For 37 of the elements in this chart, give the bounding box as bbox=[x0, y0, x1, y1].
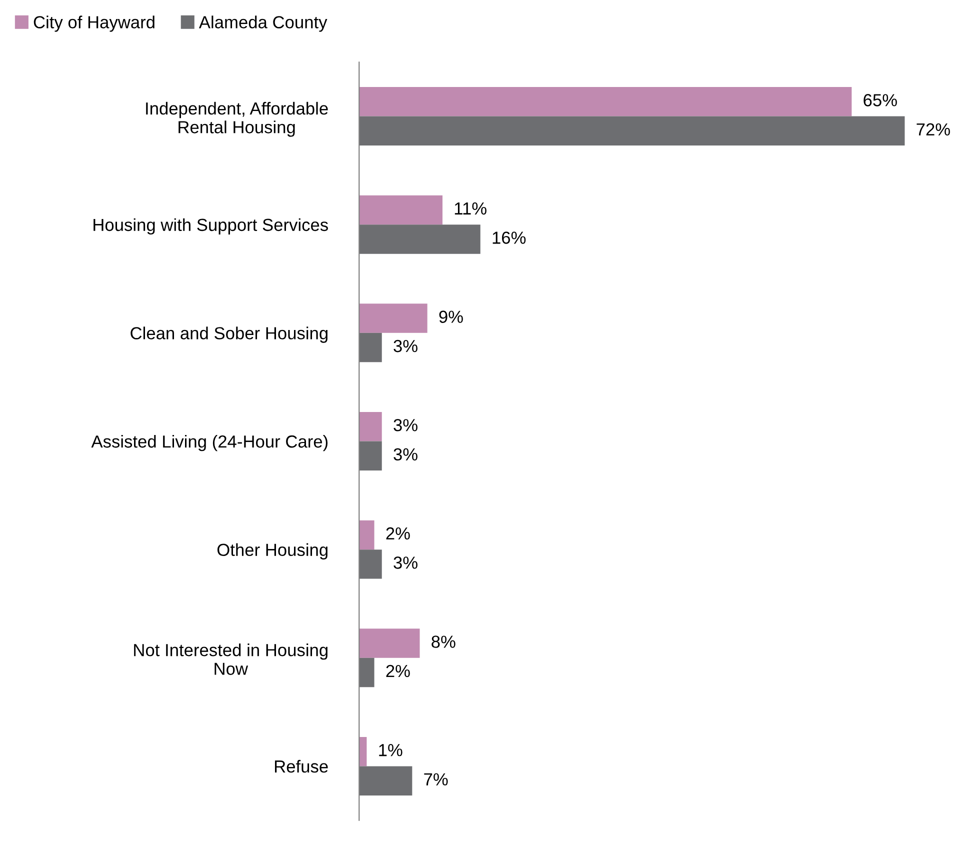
data-label: 65% bbox=[864, 94, 897, 106]
bar bbox=[359, 520, 374, 550]
y-tick-label: Assisted Living (24-Hour Care) bbox=[91, 434, 328, 452]
bar bbox=[359, 304, 428, 333]
bar bbox=[359, 195, 442, 225]
bar bbox=[359, 766, 412, 796]
data-label: 3% bbox=[394, 556, 418, 569]
legend-label: City of Hayward bbox=[34, 16, 154, 32]
y-tick-label: Clean and Sober Housing bbox=[130, 326, 328, 343]
data-label: 2% bbox=[386, 664, 410, 678]
data-label: 3% bbox=[394, 448, 418, 461]
data-label: 7% bbox=[424, 773, 448, 786]
data-label: 3% bbox=[394, 340, 418, 352]
y-tick-label: Housing with Support Services bbox=[94, 218, 328, 234]
bar bbox=[359, 550, 382, 579]
data-label: 9% bbox=[439, 310, 463, 323]
y-tick-label: Independent, Affordable Rental Housing bbox=[146, 102, 328, 137]
bar bbox=[359, 441, 382, 470]
bar bbox=[359, 87, 852, 116]
data-label: 8% bbox=[432, 636, 456, 648]
data-label: 72% bbox=[916, 123, 950, 136]
bar bbox=[359, 412, 382, 442]
legend-label: Alameda County bbox=[198, 16, 328, 32]
bar bbox=[359, 116, 905, 146]
data-label: 11% bbox=[454, 202, 486, 215]
bar bbox=[359, 628, 420, 658]
y-tick-label: Other Housing bbox=[217, 543, 328, 560]
bar bbox=[359, 658, 374, 688]
y-tick-label: Not Interested in Housing Now bbox=[134, 644, 328, 675]
bar bbox=[359, 332, 382, 362]
data-label: 2% bbox=[386, 527, 410, 540]
data-label: 3% bbox=[394, 418, 418, 432]
data-label: 16% bbox=[492, 232, 526, 244]
bar bbox=[359, 224, 480, 254]
data-label: 1% bbox=[379, 744, 402, 756]
y-tick-label: Refuse bbox=[274, 760, 328, 773]
bar bbox=[359, 736, 367, 766]
